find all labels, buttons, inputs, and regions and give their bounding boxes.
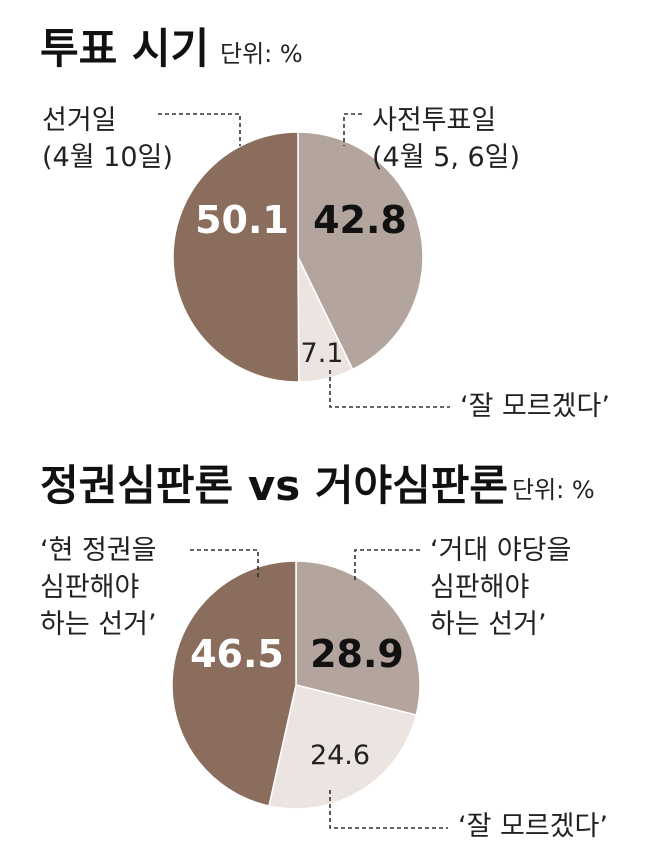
- chart2-value-judge-opposition: 28.9: [310, 632, 404, 676]
- chart-judgement-theory: 정권심판론 vs 거야심판론 단위: % ‘현 정권을 심판해야 하는 선거’ …: [40, 461, 608, 842]
- chart1-pie: [172, 131, 424, 383]
- chart2-leader-judge-government: [190, 549, 259, 580]
- pie-slice-dont_know: [268, 684, 418, 810]
- chart-voting-timing: 투표 시기 단위: % 선거일 (4월 10일) 사전투표일 (4월 5, 6일…: [40, 24, 610, 422]
- pie-slice-election_day: [172, 131, 300, 383]
- chart1-leader-early-voting: [343, 113, 362, 146]
- chart2-pie: [171, 560, 421, 810]
- chart2-leader-dont-know: [329, 790, 448, 829]
- chart1-value-dont-know: 7.1: [301, 338, 344, 369]
- chart2-label-judge-government: ‘현 정권을 심판해야 하는 선거’: [40, 535, 165, 640]
- chart1-value-early-voting: 42.8: [313, 198, 407, 242]
- chart1-unit: 단위: %: [220, 40, 303, 68]
- chart1-label-early-voting: 사전투표일 (4월 5, 6일): [372, 105, 520, 173]
- chart1-label-dont-know: ‘잘 모르겠다’: [460, 391, 610, 422]
- chart2-unit: 단위: %: [512, 476, 595, 504]
- chart2-label-dont-know: ‘잘 모르겠다’: [458, 811, 608, 842]
- chart2-label-judge-opposition: ‘거대 야당을 심판해야 하는 선거’: [430, 535, 580, 640]
- chart2-title: 정권심판론 vs 거야심판론: [40, 461, 508, 510]
- chart1-title: 투표 시기: [40, 24, 209, 73]
- pie-slice-judge_government: [171, 560, 297, 807]
- chart2-leader-judge-opposition: [354, 549, 420, 580]
- pie-slice-judge_opposition: [295, 560, 421, 716]
- chart1-leader-dont-know: [329, 370, 450, 408]
- chart2-value-judge-government: 46.5: [190, 632, 284, 676]
- chart1-value-election-day: 50.1: [195, 198, 289, 242]
- chart2-value-dont-know: 24.6: [310, 740, 370, 771]
- chart1-label-election-day: 선거일 (4월 10일): [42, 105, 173, 173]
- pie-slice-early_voting: [297, 131, 424, 371]
